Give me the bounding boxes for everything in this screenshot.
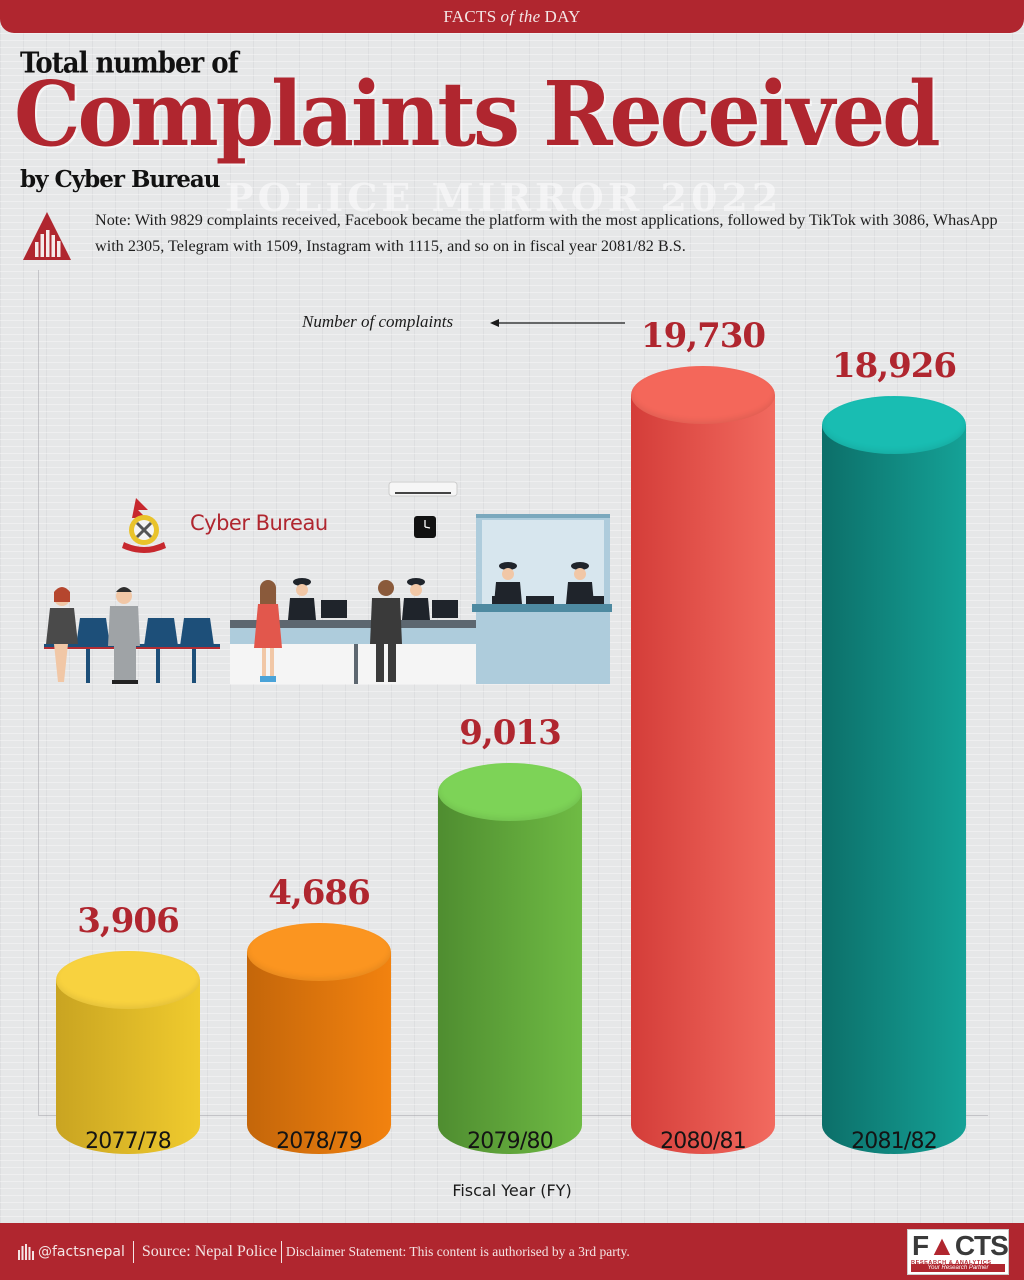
handle-text: @factsnepal: [38, 1243, 125, 1260]
police-officers-icon: [288, 562, 604, 620]
disclaimer-text: Disclaimer Statement: This content is au…: [285, 1243, 630, 1259]
air-conditioner-icon: [388, 481, 458, 497]
logo-tagline: Your Research Partner: [911, 1264, 1005, 1272]
bar-2077-78: [56, 951, 200, 1154]
wall-clock-icon: [414, 516, 436, 538]
y-axis-annotation: Number of complaints: [302, 312, 454, 331]
x-tick-label: 2080/81: [660, 1129, 747, 1154]
source-text: Source: Nepal Police: [141, 1242, 277, 1260]
customer-woman-icon: [254, 580, 282, 682]
x-axis-label: Fiscal Year (FY): [452, 1181, 572, 1200]
cyber-bureau-illustration: [44, 481, 612, 684]
title-prefix: Total number of: [20, 47, 239, 80]
banner-text-day: DAY: [544, 6, 581, 26]
bar-value-label: 9,013: [459, 713, 561, 753]
bar-2080-81: [631, 366, 775, 1154]
facts-logo: F▲CTS RESEARCH & ANALYTICS Your Research…: [907, 1229, 1009, 1275]
logo-subtitle: RESEARCH & ANALYTICS: [911, 1260, 992, 1266]
customer-man-icon: [370, 580, 402, 682]
bar-chart-icon: [18, 1243, 34, 1260]
bar-value-label: 3,906: [77, 901, 179, 941]
divider: [280, 1240, 282, 1263]
facts-of-the-day-banner: FACTS of the DAY: [0, 0, 1024, 33]
bar-2081-82: [822, 396, 966, 1154]
bar-value-label: 19,730: [640, 316, 766, 356]
logo-word: F▲CTS: [912, 1230, 1009, 1261]
divider: [132, 1240, 134, 1263]
x-tick-label: 2077/78: [85, 1129, 172, 1154]
page-title: Complaints Received: [14, 62, 941, 167]
waiting-woman-icon: [46, 587, 78, 682]
facts-triangle-logo-icon: [23, 212, 71, 260]
banner-text-facts: FACTS: [443, 6, 497, 26]
cyber-bureau-label: Cyber Bureau: [190, 511, 328, 535]
footer-bar: @factsnepal Source: Nepal Police Disclai…: [0, 1223, 1024, 1280]
x-tick-label: 2081/82: [851, 1129, 938, 1154]
bar-2079-80: [438, 763, 582, 1154]
nepal-police-emblem-icon: [122, 498, 166, 553]
bar-value-label: 4,686: [268, 873, 370, 913]
title-suffix: by Cyber Bureau: [20, 166, 221, 193]
bar-value-label: 18,926: [831, 346, 957, 386]
note-text: Note: With 9829 complaints received, Fac…: [95, 211, 998, 255]
x-tick-label: 2079/80: [467, 1129, 554, 1154]
social-handle[interactable]: @factsnepal: [18, 1243, 125, 1260]
x-tick-label: 2078/79: [276, 1129, 363, 1154]
banner-text-of-the: of the: [500, 6, 541, 26]
waiting-man-icon: [108, 587, 140, 684]
background-watermark: POLICE MIRROR 2022: [225, 175, 783, 220]
arrow-left-icon: [490, 319, 625, 327]
bar-2078-79: [247, 923, 391, 1154]
